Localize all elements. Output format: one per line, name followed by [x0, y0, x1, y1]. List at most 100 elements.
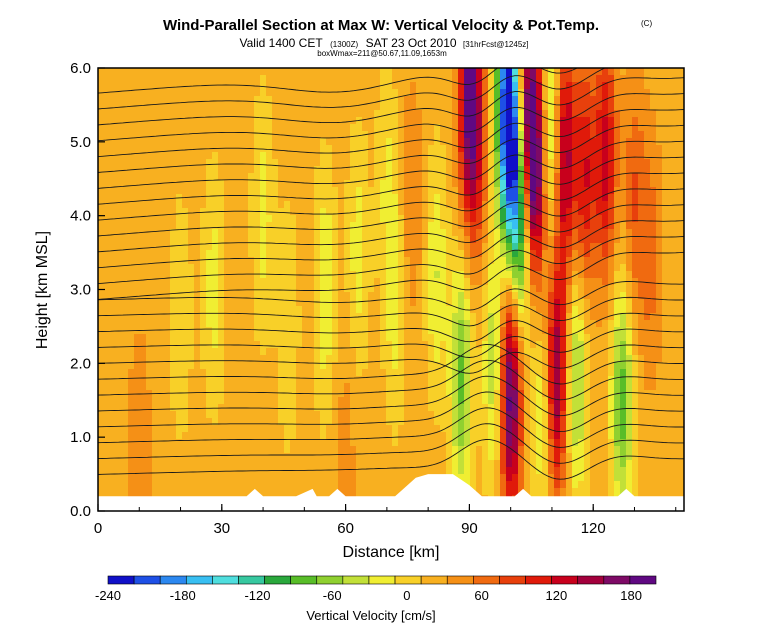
velocity-cell	[446, 145, 453, 153]
velocity-cell	[248, 68, 255, 76]
velocity-cell	[338, 187, 345, 195]
velocity-cell	[212, 82, 219, 90]
velocity-cell	[392, 313, 399, 321]
velocity-cell	[434, 173, 441, 181]
velocity-cell	[476, 243, 483, 251]
velocity-cell	[614, 194, 621, 202]
velocity-cell	[470, 355, 477, 363]
velocity-cell	[386, 145, 393, 153]
velocity-cell	[122, 362, 129, 370]
velocity-cell	[140, 236, 147, 244]
velocity-cell	[302, 180, 309, 188]
velocity-cell	[314, 117, 321, 125]
velocity-cell	[194, 418, 201, 426]
velocity-cell	[596, 411, 603, 419]
velocity-cell	[518, 173, 525, 181]
velocity-cell	[284, 327, 291, 335]
velocity-cell	[596, 222, 603, 230]
velocity-cell	[518, 243, 525, 251]
velocity-cell	[584, 320, 591, 328]
velocity-cell	[458, 271, 465, 279]
velocity-cell	[620, 404, 627, 412]
velocity-cell	[632, 215, 639, 223]
velocity-cell	[374, 187, 381, 195]
velocity-cell	[212, 173, 219, 181]
velocity-cell	[176, 187, 183, 195]
velocity-cell	[380, 96, 387, 104]
velocity-cell	[590, 404, 597, 412]
velocity-cell	[386, 292, 393, 300]
velocity-cell	[212, 320, 219, 328]
velocity-cell	[122, 138, 129, 146]
velocity-cell	[248, 131, 255, 139]
velocity-cell	[590, 236, 597, 244]
velocity-cell	[146, 159, 153, 167]
velocity-cell	[656, 264, 663, 272]
velocity-cell	[416, 82, 423, 90]
velocity-cell	[566, 397, 573, 405]
velocity-cell	[182, 117, 189, 125]
velocity-cell	[122, 411, 129, 419]
velocity-cell	[668, 201, 675, 209]
velocity-cell	[638, 299, 645, 307]
velocity-cell	[158, 173, 165, 181]
velocity-cell	[392, 173, 399, 181]
velocity-cell	[554, 320, 561, 328]
velocity-cell	[512, 362, 519, 370]
velocity-cell	[548, 397, 555, 405]
velocity-cell	[308, 292, 315, 300]
velocity-cell	[392, 117, 399, 125]
velocity-cell	[452, 117, 459, 125]
velocity-cell	[194, 152, 201, 160]
velocity-cell	[152, 404, 159, 412]
velocity-cell	[464, 236, 471, 244]
velocity-cell	[140, 313, 147, 321]
velocity-cell	[584, 404, 591, 412]
velocity-cell	[272, 166, 279, 174]
velocity-cell	[680, 404, 684, 412]
velocity-cell	[248, 187, 255, 195]
velocity-cell	[608, 418, 615, 426]
velocity-cell	[470, 229, 477, 237]
velocity-cell	[374, 117, 381, 125]
velocity-cell	[218, 159, 225, 167]
velocity-cell	[170, 110, 177, 118]
velocity-cell	[560, 187, 567, 195]
velocity-cell	[206, 243, 213, 251]
velocity-cell	[554, 334, 561, 342]
velocity-cell	[206, 75, 213, 83]
velocity-cell	[242, 320, 249, 328]
velocity-cell	[680, 215, 684, 223]
velocity-cell	[434, 180, 441, 188]
velocity-cell	[446, 264, 453, 272]
velocity-cell	[614, 82, 621, 90]
velocity-cell	[632, 271, 639, 279]
velocity-cell	[644, 187, 651, 195]
velocity-cell	[656, 369, 663, 377]
velocity-cell	[542, 145, 549, 153]
velocity-cell	[224, 411, 231, 419]
velocity-cell	[344, 152, 351, 160]
velocity-cell	[476, 271, 483, 279]
velocity-cell	[608, 96, 615, 104]
velocity-cell	[350, 404, 357, 412]
velocity-cell	[194, 236, 201, 244]
velocity-cell	[398, 320, 405, 328]
velocity-cell	[434, 313, 441, 321]
velocity-cell	[350, 362, 357, 370]
velocity-cell	[620, 145, 627, 153]
velocity-cell	[512, 117, 519, 125]
velocity-cell	[380, 418, 387, 426]
velocity-cell	[164, 173, 171, 181]
velocity-cell	[170, 299, 177, 307]
velocity-cell	[194, 75, 201, 83]
velocity-cell	[536, 201, 543, 209]
velocity-cell	[242, 68, 249, 76]
velocity-cell	[104, 320, 111, 328]
velocity-cell	[200, 320, 207, 328]
velocity-cell	[632, 327, 639, 335]
velocity-cell	[368, 201, 375, 209]
velocity-cell	[158, 348, 165, 356]
velocity-cell	[230, 355, 237, 363]
velocity-cell	[680, 292, 684, 300]
